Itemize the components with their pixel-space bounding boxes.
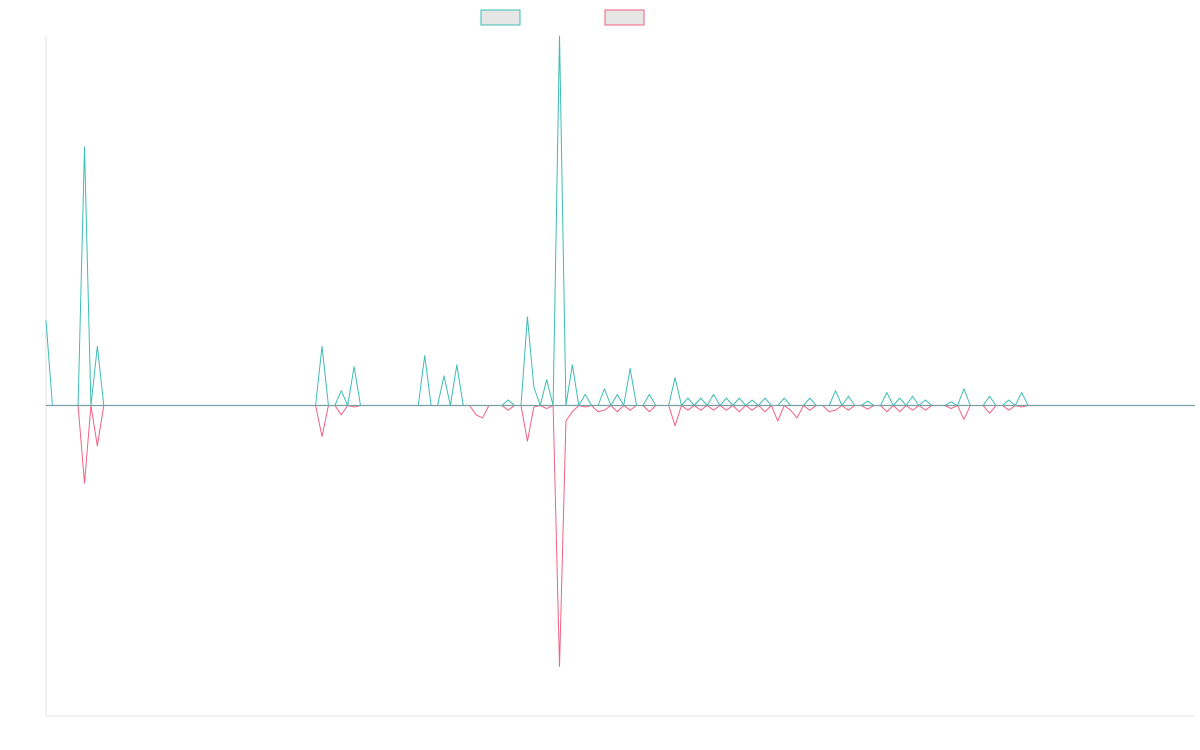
legend-swatch-2[interactable] — [604, 9, 645, 26]
legend-swatch-1[interactable] — [480, 9, 521, 26]
series-line-2 — [46, 405, 1195, 667]
series-group — [45, 35, 1195, 667]
legend — [480, 9, 645, 26]
series-line-1 — [45, 35, 1195, 406]
